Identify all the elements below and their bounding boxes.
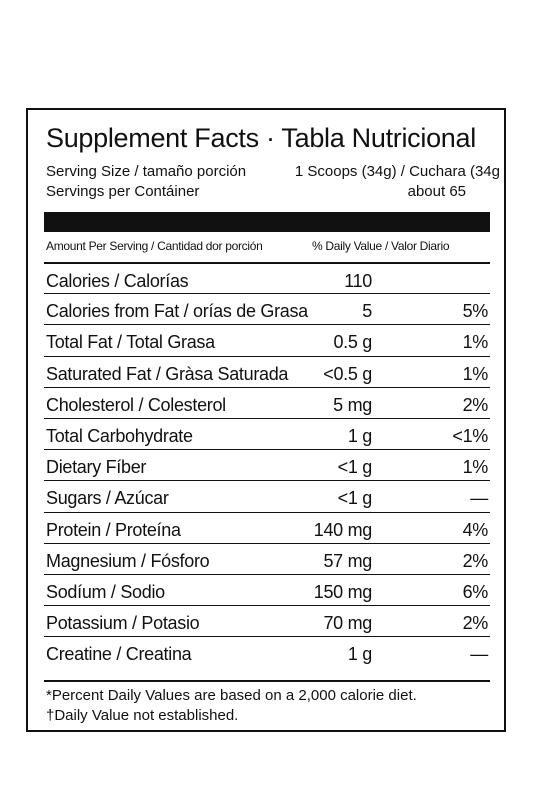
amount-per-serving-header: Amount Per Serving / Cantidad dor porció… (46, 239, 263, 253)
nutrient-row: Sugars / Azúcar <1 g — (44, 480, 490, 510)
nutrient-daily-value: — (470, 644, 488, 665)
panel-title: Supplement Facts · Tabla Nutricional (46, 123, 476, 153)
nutrient-row: Dietary Fíber <1 g 1% (44, 449, 490, 479)
nutrient-name: Creatine / Creatina (46, 644, 192, 665)
nutrient-amount: <1 g (337, 457, 373, 478)
nutrient-row: Calories / Calorías 110 (44, 262, 490, 292)
nutrient-amount: <1 g (337, 488, 373, 509)
nutrient-name: Calories / Calorías (46, 271, 189, 291)
thick-divider-bar (44, 212, 490, 232)
nutrient-amount: 110 (344, 271, 372, 291)
nutrient-daily-value: 2% (462, 613, 489, 634)
nutrient-name: Saturated Fat / Gràsa Saturada (46, 363, 289, 384)
nutrient-row: Calories from Fat / orías de Grasa 5 5% (44, 293, 490, 323)
footnote-percent-daily-values: *Percent Daily Values are based on a 2,0… (46, 687, 417, 704)
nutrient-daily-value: 1% (462, 332, 489, 353)
nutrient-daily-value: — (470, 488, 488, 509)
nutrient-row: Total Carbohydrate 1 g <1% (44, 418, 490, 448)
nutrient-amount: <0.5 g (323, 363, 372, 384)
nutrient-row: Protein / Proteína 140 mg 4% (44, 511, 490, 542)
nutrient-row: Total Fat / Total Grasa 0.5 g 1% (44, 324, 490, 354)
nutrient-amount: 5 (362, 301, 372, 322)
nutrient-row: Potassium / Potasio 70 mg 2% (44, 605, 490, 635)
nutrient-name: Magnesium / Fósforo (46, 550, 210, 571)
nutrient-amount: 5 mg (333, 394, 372, 415)
nutrient-row: Saturated Fat / Gràsa Saturada <0.5 g 1% (44, 355, 490, 386)
servings-per-container-label: Servings per Contáiner (46, 183, 200, 200)
nutrient-row: Magnesium / Fósforo 57 mg 2% (44, 542, 490, 573)
nutrient-name: Protein / Proteína (46, 519, 181, 540)
serving-size-label: Serving Size / tamaño porción (46, 163, 247, 180)
nutrient-daily-value: 6% (462, 582, 489, 602)
daily-value-header: % Daily Value / Valor Diario (312, 239, 450, 253)
nutrient-name: Dietary Fíber (46, 457, 147, 478)
nutrient-name: Sodíum / Sodio (46, 582, 165, 602)
nutrient-daily-value: <1% (452, 426, 488, 446)
nutrient-amount: 1 g (347, 426, 372, 446)
nutrient-name: Total Fat / Total Grasa (46, 332, 215, 353)
nutrient-amount: 1 g (347, 644, 372, 665)
supplement-facts-panel: Supplement Facts · Tabla Nutricional Ser… (26, 108, 506, 732)
nutrient-amount: 0.5 g (333, 332, 372, 353)
nutrient-daily-value: 1% (462, 363, 489, 384)
nutrient-row: Cholesterol / Colesterol 5 mg 2% (44, 386, 490, 417)
nutrient-daily-value: 1% (462, 457, 489, 478)
nutrient-daily-value: 5% (462, 301, 489, 322)
serving-size-value: 1 Scoops (34g) / Cuchara (34g (294, 163, 500, 180)
nutrient-name: Calories from Fat / orías de Grasa (46, 301, 308, 322)
nutrient-amount: 140 mg (313, 519, 373, 540)
nutrient-name: Cholesterol / Colesterol (46, 394, 226, 415)
nutrient-amount: 57 mg (323, 550, 372, 571)
footnote-daily-value-not-established: †Daily Value not established. (46, 707, 239, 724)
nutrient-amount: 70 mg (323, 613, 372, 634)
nutrient-name: Potassium / Potasio (46, 613, 200, 634)
nutrient-daily-value: 4% (462, 519, 489, 540)
nutrient-name: Sugars / Azúcar (46, 488, 169, 509)
servings-per-container-value: about 65 (407, 183, 466, 200)
nutrient-daily-value: 2% (462, 550, 489, 571)
nutrient-daily-value: 2% (462, 394, 489, 415)
nutrient-row: Creatine / Creatina 1 g — (44, 636, 490, 666)
nutrient-amount: 150 mg (313, 582, 373, 602)
nutrient-row: Sodíum / Sodio 150 mg 6% (44, 574, 490, 604)
footer-divider (44, 680, 490, 682)
nutrient-name: Total Carbohydrate (46, 426, 193, 446)
